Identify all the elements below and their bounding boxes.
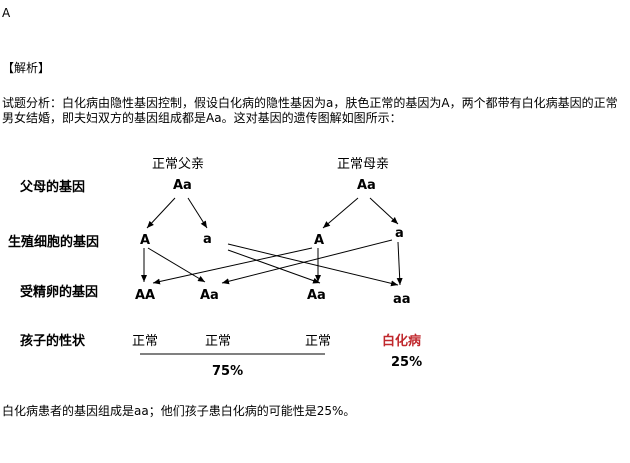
row-label-zygotes: 受精卵的基因 <box>20 284 98 300</box>
gamete-mother-A: A <box>314 233 324 248</box>
trait-1: 正常 <box>132 334 158 349</box>
conclusion-text: 白化病患者的基因组成是aa；他们孩子患白化病的可能性是25%。 <box>2 404 356 418</box>
albino-ratio: 25% <box>391 355 422 370</box>
zygote-AA: AA <box>135 288 155 303</box>
gamete-father-a: a <box>203 232 212 247</box>
trait-3: 正常 <box>305 334 331 349</box>
row-label-gametes: 生殖细胞的基因 <box>8 234 99 250</box>
zygote-aa: aa <box>393 292 411 307</box>
zygote-Aa-1: Aa <box>200 288 219 303</box>
trait-2: 正常 <box>205 334 231 349</box>
father-genotype: Aa <box>173 178 192 193</box>
gamete-mother-a: a <box>395 226 404 241</box>
gamete-father-A: A <box>140 233 150 248</box>
mother-genotype: Aa <box>357 178 376 193</box>
zygote-Aa-2: Aa <box>307 288 326 303</box>
gamete-zygote-arrows <box>141 239 403 287</box>
row-label-traits: 孩子的性状 <box>20 333 86 349</box>
mother-title: 正常母亲 <box>337 157 389 172</box>
answer-text: A <box>2 6 11 20</box>
analysis-heading: 【解析】 <box>2 61 51 75</box>
parent-gamete-arrows <box>146 197 399 229</box>
row-label-parents: 父母的基因 <box>19 179 85 195</box>
normal-ratio: 75% <box>212 364 243 379</box>
father-title: 正常父亲 <box>152 157 204 172</box>
analysis-paragraph: 试题分析：白化病由隐性基因控制，假设白化病的隐性基因为a，肤色正常的基因为A，两… <box>2 96 618 125</box>
trait-albino: 白化病 <box>382 333 421 349</box>
